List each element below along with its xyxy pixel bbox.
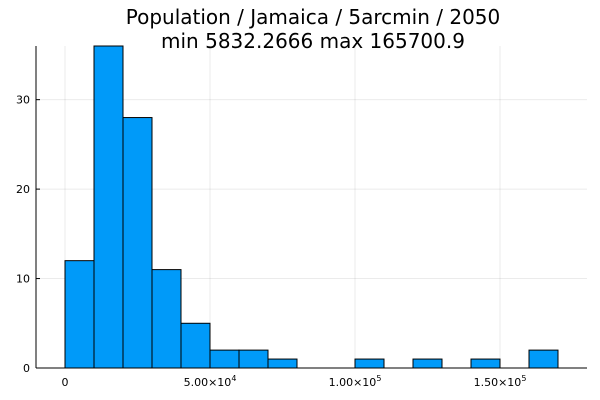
x-tick-label: 0	[62, 376, 69, 389]
histogram-bar	[64, 260, 95, 369]
histogram-bar	[180, 322, 211, 369]
bars-layer	[64, 45, 559, 369]
y-tick-label: 0	[23, 362, 30, 375]
histogram-bar	[528, 349, 559, 369]
histogram-bar	[122, 117, 153, 369]
histogram-bar	[470, 358, 501, 369]
histogram-bar	[412, 358, 443, 369]
tick-labels-layer: 0 10 20 30 0 5.00×104 1.00×105 1.50×105	[16, 94, 526, 389]
x-tick-label: 1.00×105	[329, 374, 382, 389]
histogram-bar	[238, 349, 269, 369]
y-tick-label: 10	[16, 273, 30, 286]
y-tick-label: 30	[16, 94, 30, 107]
axes-layer	[35, 46, 587, 369]
chart-title: Population / Jamaica / 5arcmin / 2050	[126, 5, 501, 29]
histogram-bar	[209, 349, 240, 369]
histogram-bar	[151, 269, 182, 369]
y-tick-label: 20	[16, 183, 30, 196]
histogram-bar	[267, 358, 298, 369]
x-tick-label: 5.00×104	[184, 374, 237, 389]
histogram-bar	[354, 358, 385, 369]
x-tick-label: 1.50×105	[474, 374, 527, 389]
histogram-bar	[93, 45, 124, 369]
chart-subtitle: min 5832.2666 max 165700.9	[161, 29, 465, 53]
